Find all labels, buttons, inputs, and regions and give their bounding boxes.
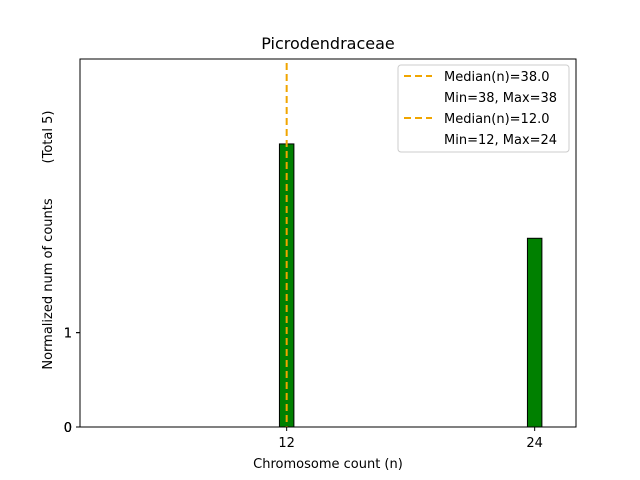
plot-frame bbox=[79, 58, 577, 428]
y-axis-total-note: (Total 5) bbox=[41, 111, 56, 164]
y-axis-label: Normalized num of counts bbox=[41, 198, 56, 369]
legend-label-range-2: Min=12, Max=24 bbox=[444, 133, 557, 148]
legend-label-median-1: Median(n)=38.0 bbox=[444, 70, 550, 85]
legend-box bbox=[397, 64, 570, 153]
y-tick-label-3: 0 bbox=[64, 421, 72, 436]
y-tick-label-1: 0 bbox=[64, 421, 72, 436]
legend-label-range-1: Min=38, Max=38 bbox=[444, 91, 557, 106]
legend-label-median-2: Median(n)=12.0 bbox=[444, 112, 550, 127]
x-axis-label: Chromosome count (n) bbox=[253, 457, 403, 472]
y-tick-label-4: 1 bbox=[64, 327, 72, 342]
plot-area bbox=[278, 63, 543, 428]
bar-2 bbox=[526, 237, 543, 428]
x-tick-label-2: 24 bbox=[526, 436, 543, 451]
chart-title: Picrodendraceae bbox=[261, 34, 395, 53]
y-tick-label-2: 0 bbox=[64, 421, 72, 436]
y-tick-label-5: 1 bbox=[64, 327, 72, 342]
legend: Median(n)=38.0 Min=38, Max=38 Median(n)=… bbox=[397, 64, 570, 153]
x-tick-label-1: 12 bbox=[278, 436, 295, 451]
